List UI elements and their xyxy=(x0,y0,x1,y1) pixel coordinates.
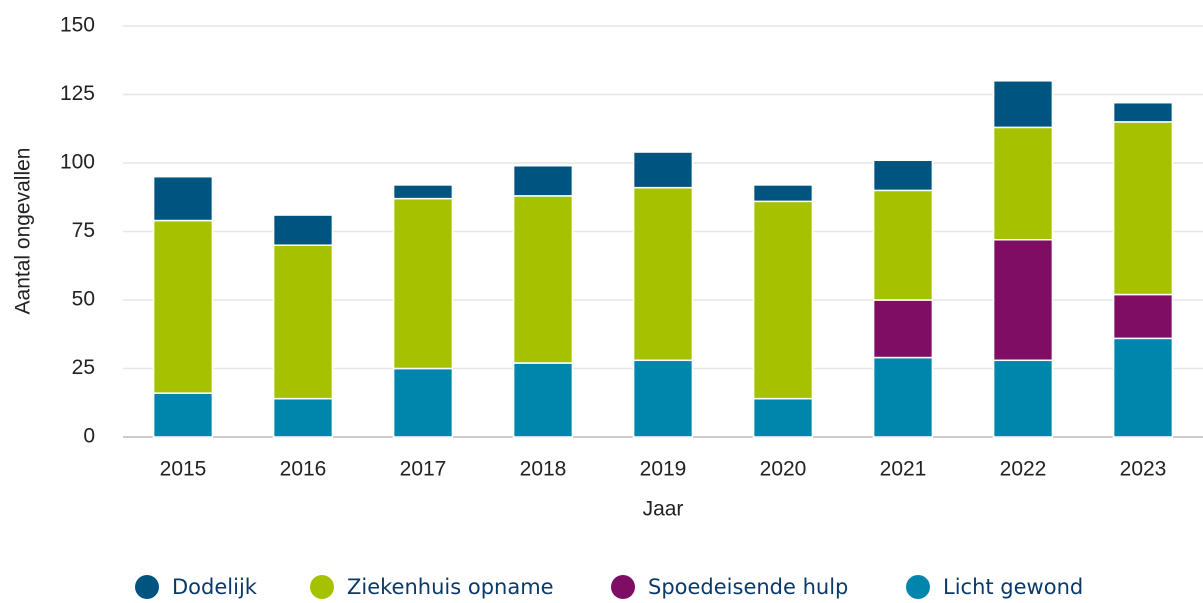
y-axis-title: Aantal ongevallen xyxy=(12,148,35,315)
y-tick-label: 50 xyxy=(72,288,95,311)
bar-segment xyxy=(152,175,214,222)
bar-segment xyxy=(752,397,814,438)
bar-segment xyxy=(752,200,814,400)
bar-segment xyxy=(632,186,694,362)
legend-label: Dodelijk xyxy=(172,575,258,599)
bar-segment xyxy=(152,219,214,394)
legend-swatch xyxy=(611,575,635,599)
y-tick-label: 0 xyxy=(83,425,95,448)
bar-segment xyxy=(512,164,574,197)
bar-segment xyxy=(992,126,1054,241)
bar-segment xyxy=(1112,293,1174,340)
bar-segment xyxy=(872,356,934,438)
bar-segment xyxy=(752,184,814,203)
bar-segment xyxy=(872,189,934,301)
legend-label: Licht gewond xyxy=(943,575,1083,599)
bar-segment xyxy=(272,214,334,246)
bar-segment xyxy=(632,151,694,189)
legend-swatch xyxy=(906,575,930,599)
x-tick-label: 2018 xyxy=(520,458,567,481)
bar-segment xyxy=(872,159,934,192)
bar-segment xyxy=(872,299,934,359)
bar-segment xyxy=(992,238,1054,362)
x-tick-label: 2016 xyxy=(280,458,327,481)
bar-segment xyxy=(1112,121,1174,296)
legend-swatch xyxy=(135,575,159,599)
x-tick-label: 2021 xyxy=(880,458,927,481)
bar-segment xyxy=(992,80,1054,129)
x-tick-label: 2022 xyxy=(1000,458,1047,481)
bar-segment xyxy=(272,397,334,438)
x-tick-label: 2023 xyxy=(1120,458,1167,481)
bar-segment xyxy=(1112,337,1174,438)
x-tick-label: 2019 xyxy=(640,458,687,481)
bar-segment xyxy=(152,392,214,438)
bar-segment xyxy=(392,197,454,370)
bar-segment xyxy=(992,359,1054,438)
x-tick-label: 2017 xyxy=(400,458,447,481)
bar-segment xyxy=(1112,101,1174,123)
y-tick-label: 150 xyxy=(60,14,95,37)
bar-segment xyxy=(512,362,574,438)
y-tick-label: 125 xyxy=(60,82,95,105)
bar-segment xyxy=(392,184,454,200)
bar-segment xyxy=(632,359,694,438)
bar-segment xyxy=(512,195,574,364)
x-tick-label: 2020 xyxy=(760,458,807,481)
y-tick-label: 25 xyxy=(72,356,95,379)
x-axis-title: Jaar xyxy=(643,498,684,521)
bar-segment xyxy=(272,244,334,400)
y-tick-label: 75 xyxy=(72,219,95,242)
legend-label: Ziekenhuis opname xyxy=(347,575,554,599)
y-tick-label: 100 xyxy=(60,151,95,174)
legend-swatch xyxy=(310,575,334,599)
x-tick-label: 2015 xyxy=(160,458,207,481)
legend-label: Spoedeisende hulp xyxy=(648,575,848,599)
bar-segment xyxy=(392,367,454,438)
